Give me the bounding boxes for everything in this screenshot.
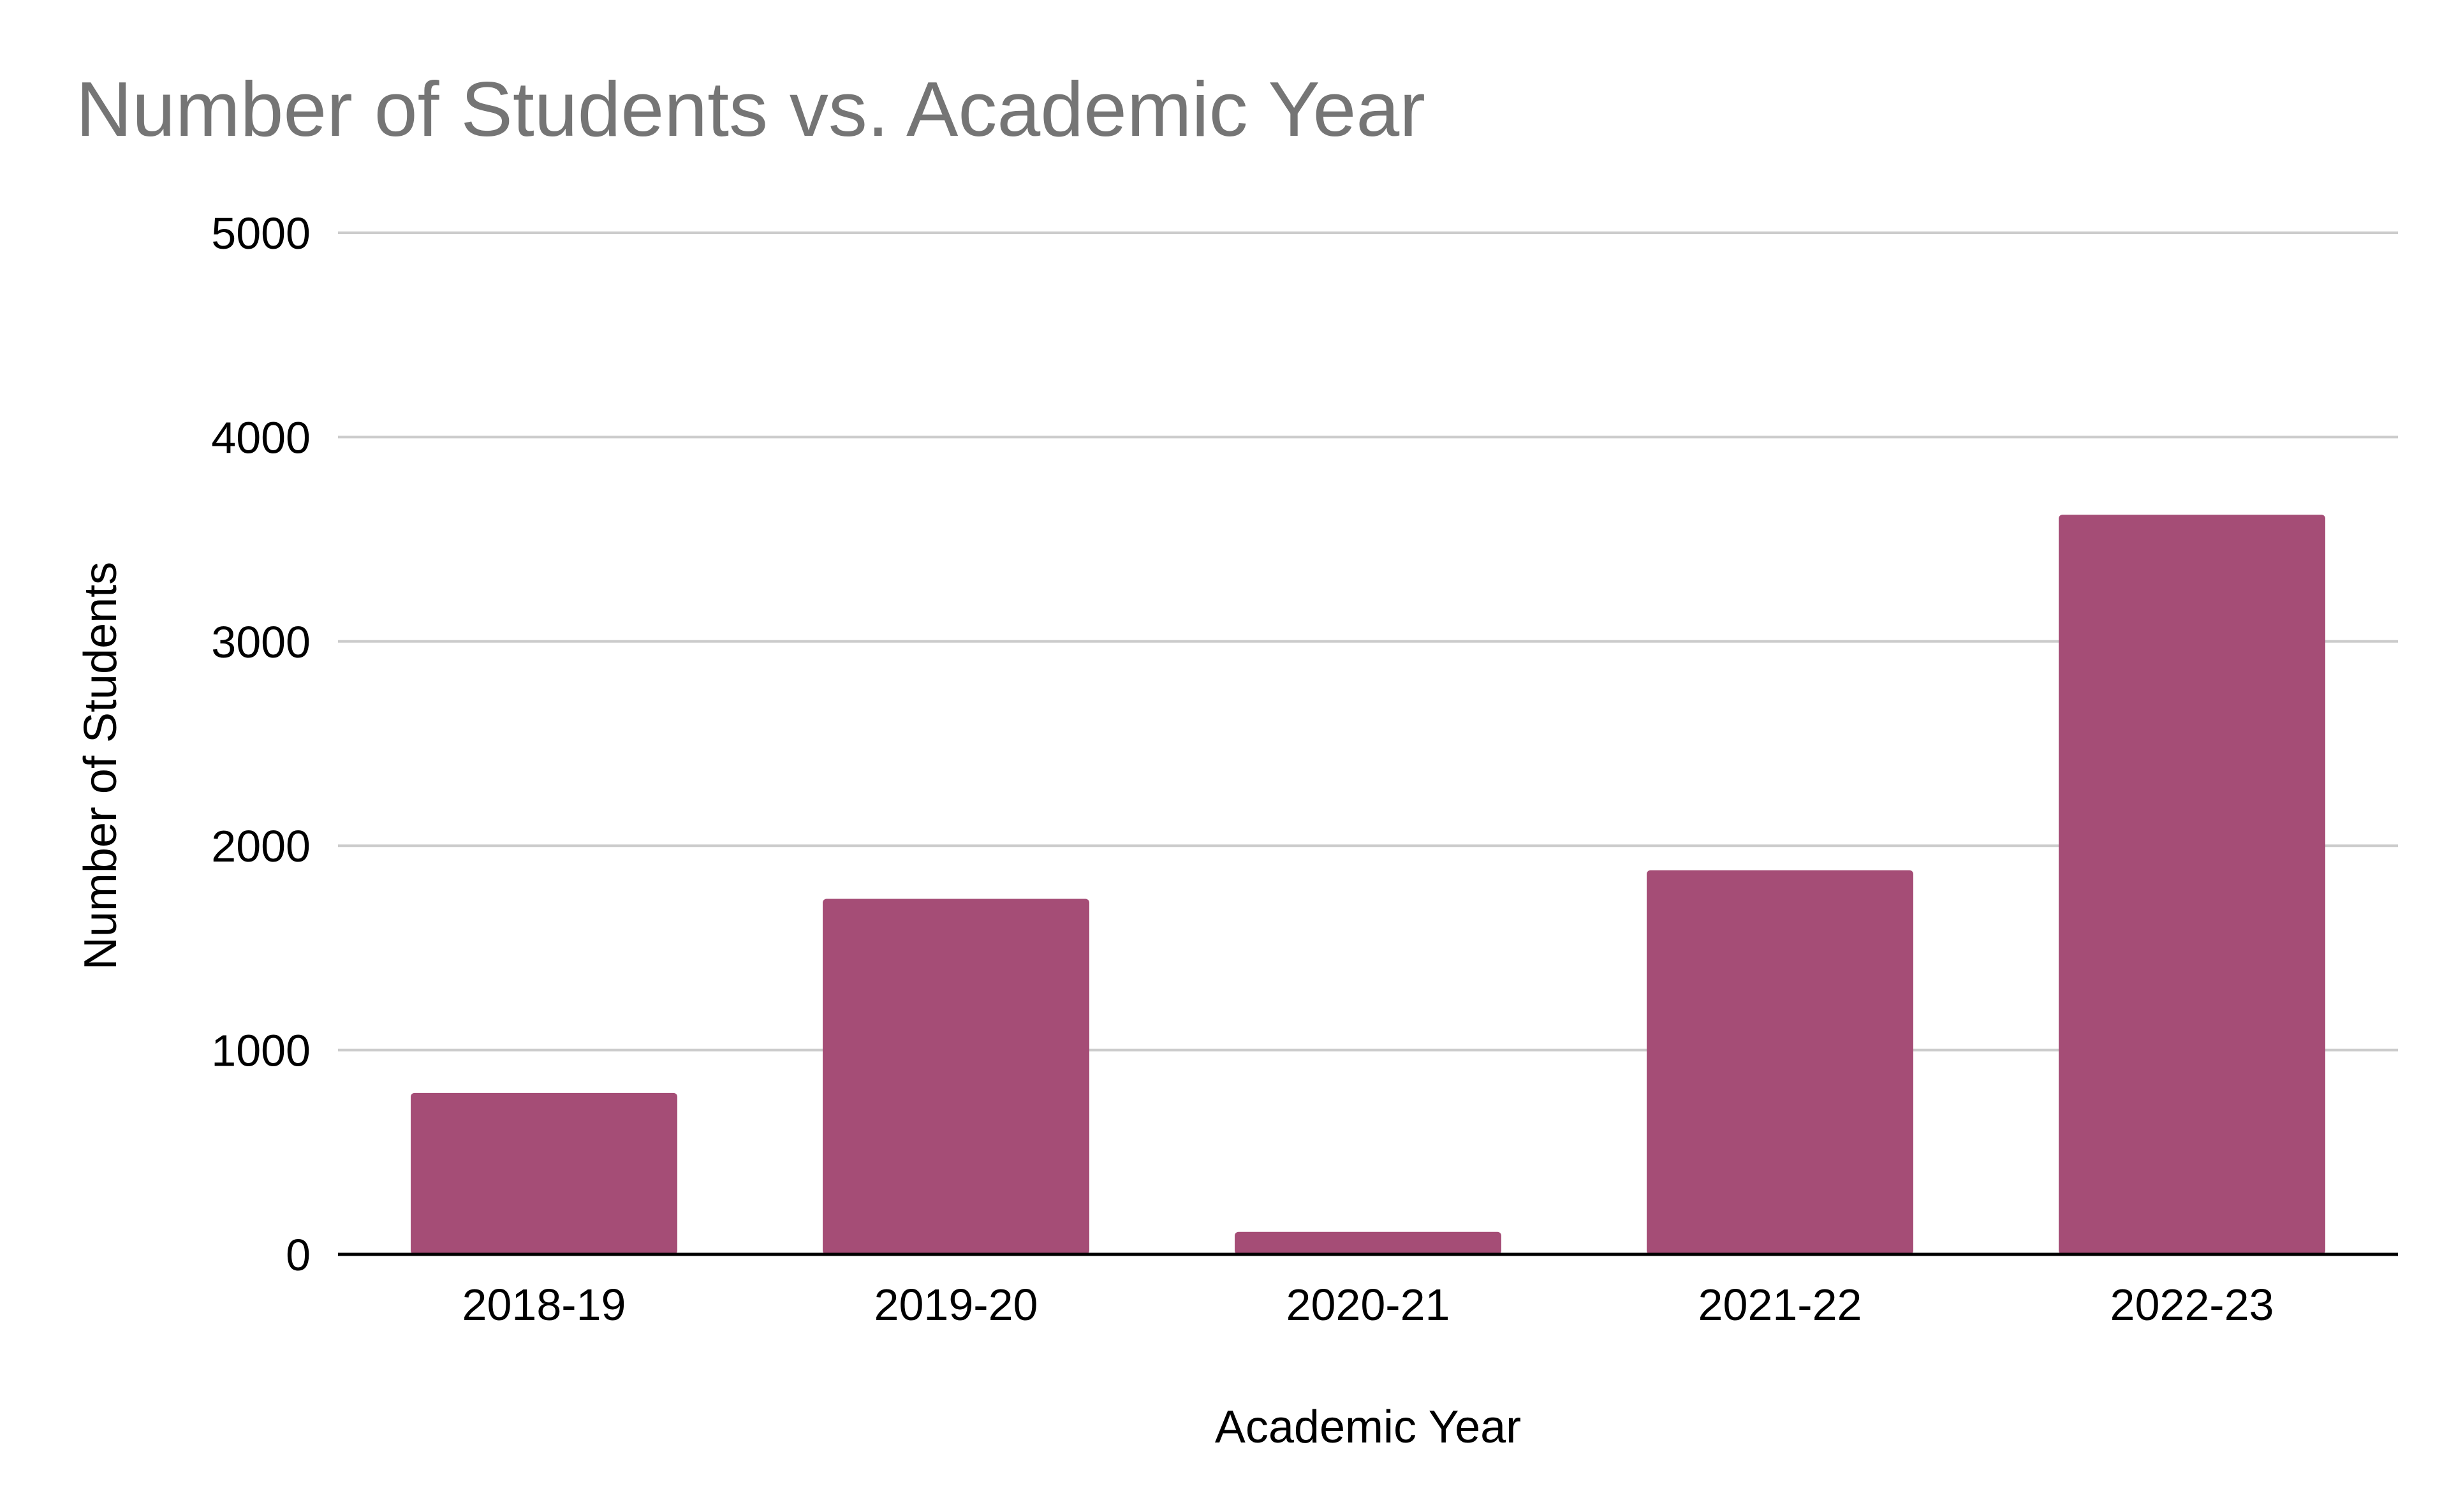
y-tick-label: 0	[286, 1230, 311, 1280]
y-tick-label: 4000	[211, 413, 311, 462]
y-tick-label: 2000	[211, 821, 311, 871]
bar-2020-21	[1235, 1231, 1501, 1254]
x-tick-label: 2022-23	[2110, 1280, 2274, 1330]
y-tick-label: 1000	[211, 1026, 311, 1076]
x-tick-label: 2020-21	[1286, 1280, 1450, 1330]
x-tick-label: 2019-20	[874, 1280, 1038, 1330]
bar-2022-23	[2059, 515, 2325, 1254]
bars	[411, 515, 2325, 1254]
y-tick-label: 3000	[211, 617, 311, 667]
x-axis-title: Academic Year	[1215, 1402, 1521, 1453]
y-axis-title: Number of Students	[75, 562, 126, 970]
grid-lines	[338, 231, 2398, 1052]
x-category-labels: 2018-19 2019-20 2020-21 2021-22 2022-23	[462, 1280, 2274, 1330]
y-tick-labels: 0 1000 2000 3000 4000 5000	[211, 209, 311, 1280]
bar-2021-22	[1647, 870, 1913, 1254]
y-tick-label: 5000	[211, 209, 311, 258]
bar-2018-19	[411, 1092, 677, 1254]
x-tick-label: 2021-22	[1698, 1280, 1862, 1330]
x-tick-label: 2018-19	[462, 1280, 626, 1330]
bar-2019-20	[823, 899, 1089, 1254]
chart-title: Number of Students vs. Academic Year	[76, 66, 1425, 152]
